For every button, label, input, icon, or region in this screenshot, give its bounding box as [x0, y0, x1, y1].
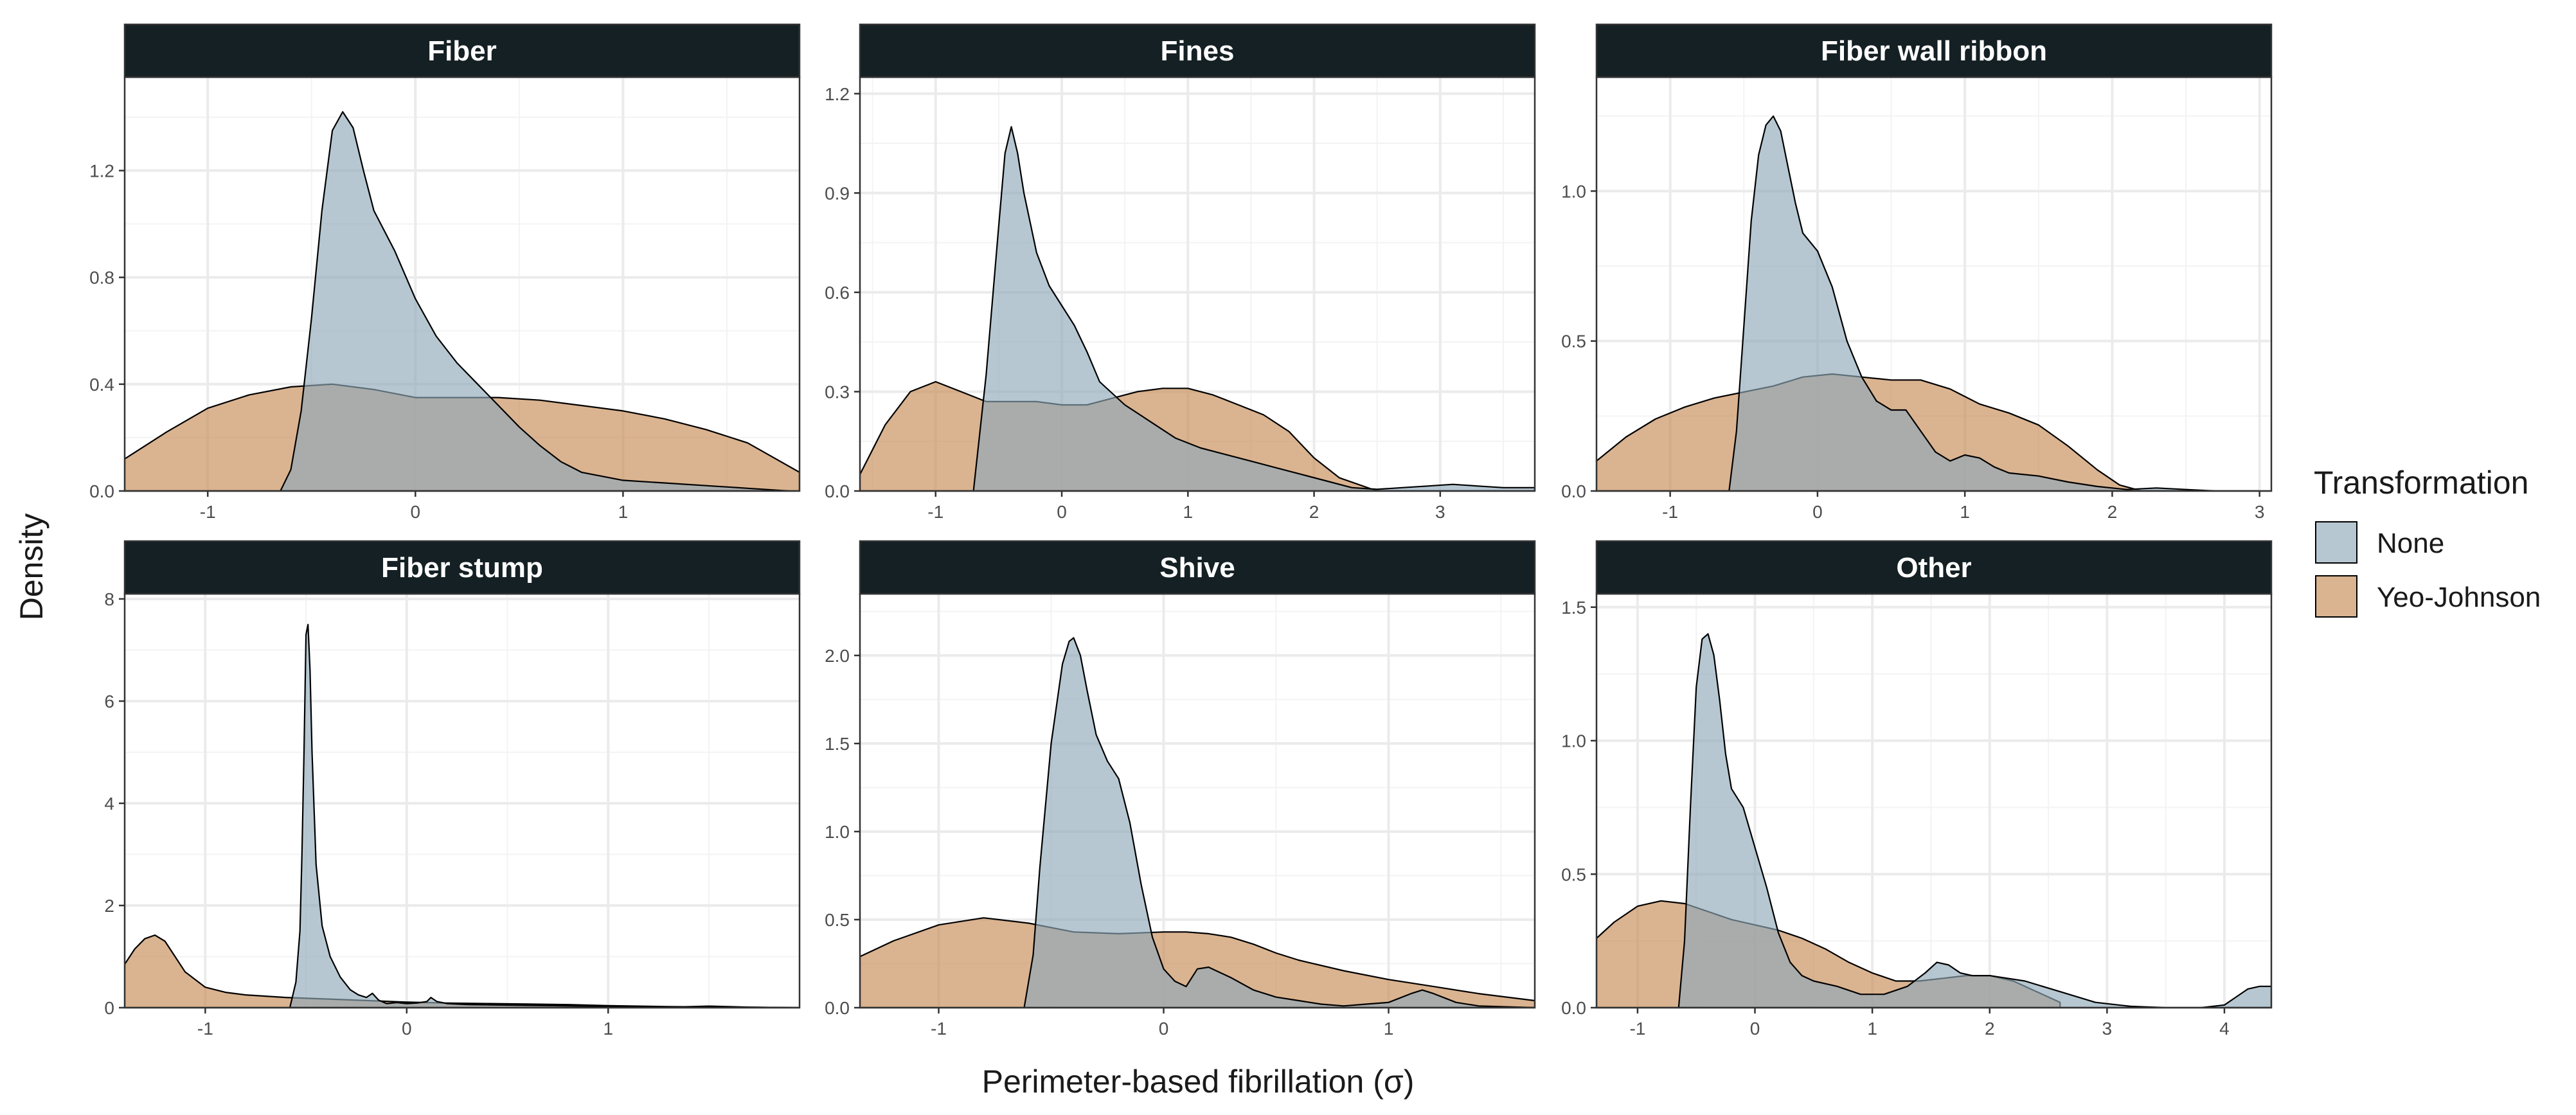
y-tick-label: 0.0 [825, 998, 850, 1018]
density-areas [1597, 633, 2271, 1008]
y-tick-label: 0.0 [825, 481, 850, 501]
y-tick-label: 1.2 [825, 84, 850, 104]
legend: Transformation None Yeo-Johnson [2314, 465, 2541, 618]
x-tick-label: 4 [2219, 1019, 2230, 1039]
x-tick-label: -1 [1629, 1019, 1645, 1039]
y-tick-label: 1.5 [1561, 598, 1586, 618]
x-tick-label: 1 [1960, 502, 1970, 522]
density-area-none [289, 623, 791, 1008]
x-tick-label: 0 [411, 502, 421, 522]
y-tick-label: 1.5 [825, 734, 850, 754]
y-tick-label: 0.8 [89, 268, 114, 288]
panel-shive: Shive -1 0 1 0.0 0.5 1.0 1.5 2.0 [825, 540, 1536, 1039]
facet-strip [859, 23, 1536, 78]
panel-other: Other -1 0 1 2 3 4 0.0 0.5 1.0 1.5 [1561, 540, 2273, 1039]
y-tick-label: 0.0 [1561, 481, 1586, 501]
x-axis-title: Perimeter-based fibrillation (σ) [982, 1064, 1415, 1100]
panels: Fiber -1 0 1 0.0 0.4 0.8 1.2 Fines -1 0 1 2 3 0.0 0.3 0.… [89, 23, 2273, 1039]
density-area-none [972, 126, 1535, 491]
x-tick-label: 0 [1812, 502, 1823, 522]
legend-key-yeo-johnson [2315, 575, 2357, 618]
y-tick-label: 0.5 [1561, 864, 1586, 884]
density-area-none [1677, 633, 2271, 1008]
y-tick-label: 6 [104, 691, 114, 711]
density-areas [860, 126, 1535, 491]
facet-title: Fiber [427, 35, 497, 67]
x-tick-label: 1 [1183, 502, 1193, 522]
panel-fines: Fines -1 0 1 2 3 0.0 0.3 0.6 0.9 1.2 [825, 23, 1536, 522]
x-tick-label: 0 [402, 1019, 412, 1039]
x-tick-label: -1 [200, 502, 216, 522]
panel-fiber: Fiber -1 0 1 0.0 0.4 0.8 1.2 [89, 23, 801, 522]
x-tick-label: 2 [1309, 502, 1319, 522]
facet-title: Fines [1161, 35, 1235, 67]
y-tick-label: 1.0 [1561, 731, 1586, 751]
x-tick-label: -1 [197, 1019, 213, 1039]
density-areas [1597, 115, 2260, 491]
x-tick-label: -1 [927, 502, 944, 522]
facet-title: Fiber wall ribbon [1821, 35, 2047, 67]
density-area-none [280, 111, 790, 491]
legend-title: Transformation [2314, 465, 2528, 501]
y-tick-label: 0.0 [89, 481, 114, 501]
density-areas [125, 623, 800, 1008]
y-tick-label: 0.3 [825, 382, 850, 402]
y-tick-label: 0.5 [1561, 332, 1586, 352]
x-tick-label: 0 [1159, 1019, 1169, 1039]
x-tick-label: 1 [618, 502, 629, 522]
y-tick-label: 1.0 [825, 822, 850, 842]
facet-title: Fiber stump [381, 552, 543, 584]
density-area-none [1728, 115, 2260, 491]
x-tick-label: 3 [2102, 1019, 2113, 1039]
x-tick-label: 3 [1435, 502, 1445, 522]
x-tick-label: 3 [2255, 502, 2265, 522]
y-tick-label: 4 [104, 794, 114, 814]
y-tick-label: 0.6 [825, 283, 850, 303]
x-tick-label: 0 [1750, 1019, 1760, 1039]
facet-strip [123, 23, 801, 78]
y-tick-label: 2.0 [825, 646, 850, 666]
y-tick-label: 1.2 [89, 161, 114, 181]
x-tick-label: 1 [1384, 1019, 1394, 1039]
x-tick-label: 0 [1057, 502, 1067, 522]
panel-background [125, 594, 800, 1008]
y-tick-label: 0 [104, 998, 114, 1018]
facet-strip [1595, 23, 2273, 78]
legend-key-none [2315, 521, 2357, 564]
y-tick-label: 0.5 [825, 910, 850, 930]
panel-fiber-wall-ribbon: Fiber wall ribbon -1 0 1 2 3 0.0 0.5 1.0 [1561, 23, 2273, 522]
density-areas [860, 637, 1535, 1008]
panel-fiber-stump: Fiber stump -1 0 1 0 2 4 6 8 [104, 540, 801, 1039]
facet-strip [859, 540, 1536, 595]
facet-strip [123, 540, 801, 595]
y-tick-label: 2 [104, 896, 114, 916]
y-axis-title: Density [13, 513, 49, 621]
facet-title: Other [1896, 552, 1971, 584]
y-tick-label: 8 [104, 589, 114, 609]
y-tick-label: 1.0 [1561, 181, 1586, 201]
facet-strip [1595, 540, 2273, 595]
density-areas [125, 111, 800, 491]
x-tick-label: 1 [603, 1019, 613, 1039]
y-tick-label: 0.4 [89, 375, 114, 395]
x-tick-label: 1 [1867, 1019, 1877, 1039]
y-tick-label: 0.0 [1561, 998, 1586, 1018]
y-tick-label: 0.9 [825, 183, 850, 203]
legend-label-yeo-johnson: Yeo-Johnson [2377, 582, 2541, 613]
x-tick-label: -1 [931, 1019, 947, 1039]
x-tick-label: 2 [1985, 1019, 1995, 1039]
legend-label-none: None [2377, 528, 2444, 559]
x-tick-label: -1 [1662, 502, 1678, 522]
density-area-none [1023, 637, 1535, 1008]
facet-title: Shive [1159, 552, 1235, 584]
x-tick-label: 2 [2107, 502, 2118, 522]
